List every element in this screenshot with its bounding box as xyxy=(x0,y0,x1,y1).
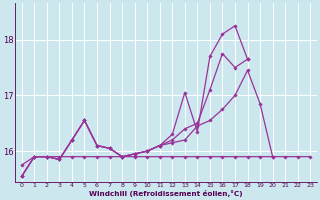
X-axis label: Windchill (Refroidissement éolien,°C): Windchill (Refroidissement éolien,°C) xyxy=(89,190,243,197)
